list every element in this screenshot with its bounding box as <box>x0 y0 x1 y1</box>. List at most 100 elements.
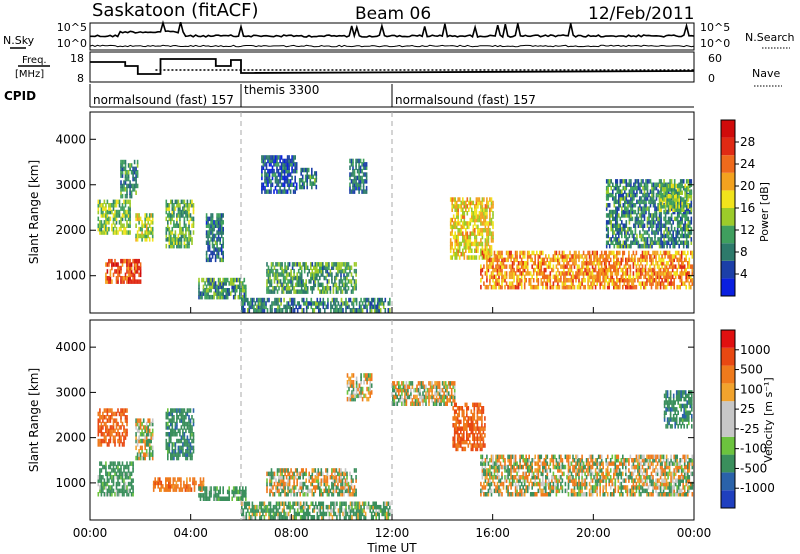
scatter-cell <box>457 214 459 219</box>
scatter-cell <box>292 162 295 167</box>
scatter-cell <box>607 192 609 198</box>
scatter-cell <box>111 488 113 494</box>
scatter-cell <box>672 196 674 201</box>
scatter-cell <box>582 250 585 256</box>
scatter-cell <box>138 226 140 232</box>
scatter-cell <box>127 206 130 211</box>
scatter-cell <box>102 425 104 430</box>
scatter-cell <box>652 261 654 266</box>
scatter-cell <box>622 243 625 249</box>
scatter-cell <box>457 231 459 236</box>
scatter-cell <box>112 220 115 225</box>
scatter-cell <box>679 271 681 276</box>
scatter-cell <box>359 175 362 181</box>
scatter-cell <box>123 258 125 264</box>
scatter-cell <box>193 487 196 492</box>
scatter-cell <box>690 192 693 198</box>
scatter-cell <box>124 432 127 437</box>
scatter-cell <box>663 223 665 228</box>
scatter-cell <box>597 261 600 266</box>
scatter-cell <box>305 262 307 267</box>
scatter-cell <box>352 289 354 294</box>
scatter-cell <box>100 223 103 228</box>
scatter-cell <box>313 275 315 281</box>
scatter-cell <box>576 274 579 280</box>
scatter-cell <box>678 213 680 218</box>
scatter-cell <box>177 199 180 205</box>
scatter-cell <box>670 193 673 199</box>
scatter-cell <box>185 411 187 417</box>
scatter-cell <box>364 172 366 177</box>
scatter-cell <box>135 425 137 430</box>
scatter-cell <box>480 231 482 236</box>
scatter-cell <box>481 211 484 216</box>
scatter-cell <box>671 267 674 273</box>
scatter-cell <box>661 223 664 228</box>
scatter-cell <box>454 204 456 209</box>
scatter-cell <box>331 272 333 277</box>
scatter-cell <box>222 220 224 225</box>
scatter-cell <box>358 308 361 313</box>
scatter-cell <box>108 428 110 434</box>
scatter-cell <box>582 284 585 290</box>
scatter-cell <box>210 216 212 222</box>
scatter-cell <box>636 233 638 239</box>
scatter-cell <box>160 484 163 489</box>
scatter-cell <box>616 182 619 187</box>
scatter-cell <box>112 481 115 487</box>
scatter-cell <box>267 265 270 270</box>
scatter-cell <box>337 265 339 270</box>
scatter-cell <box>520 261 523 266</box>
scatter-cell <box>567 271 570 276</box>
scatter-cell <box>301 308 303 313</box>
scatter-cell <box>176 240 178 245</box>
scatter-cell <box>481 274 484 280</box>
scatter-cell <box>677 261 680 266</box>
scatter-cell <box>340 289 342 294</box>
scatter-cell <box>510 264 512 269</box>
scatter-cell <box>638 264 641 269</box>
scatter-cell <box>228 496 230 501</box>
scatter-cell <box>130 481 133 487</box>
scatter-cell <box>649 220 652 225</box>
scatter-cell <box>578 278 580 283</box>
scatter-cell <box>151 452 154 457</box>
scatter-cell <box>378 301 380 306</box>
scatter-cell <box>121 411 124 417</box>
scatter-cell <box>466 234 469 240</box>
scatter-cell <box>189 432 192 437</box>
scatter-cell <box>387 308 390 313</box>
scatter-cell <box>312 174 315 180</box>
scatter-cell <box>564 271 567 276</box>
scatter-cell <box>682 179 685 184</box>
scatter-cell <box>477 224 479 230</box>
scatter-cell <box>314 279 317 284</box>
scatter-cell <box>175 487 178 492</box>
scatter-cell <box>520 271 523 276</box>
scatter-cell <box>627 206 629 211</box>
scatter-cell <box>178 477 181 482</box>
scatter-cell <box>358 304 361 310</box>
scatter-cell <box>176 455 178 461</box>
scatter-cell <box>637 206 640 211</box>
scatter-cell <box>117 475 119 480</box>
scatter-cell <box>225 288 227 293</box>
scatter-cell <box>176 216 178 222</box>
scatter-cell <box>661 281 663 286</box>
scatter-cell <box>652 250 654 256</box>
scatter-cell <box>340 301 343 306</box>
scatter-cell <box>202 284 205 290</box>
scatter-cell <box>228 291 230 296</box>
scatter-cell <box>657 223 659 228</box>
scatter-cell <box>633 182 635 187</box>
scatter-cell <box>183 206 186 211</box>
scatter-cell <box>314 181 316 186</box>
scatter-cell <box>363 304 365 310</box>
scatter-cell <box>664 284 666 290</box>
nave-tick-bottom: 0 <box>708 72 715 85</box>
scatter-cell <box>100 461 103 466</box>
scatter-cell <box>669 193 671 199</box>
scatter-cell <box>625 261 627 266</box>
scatter-cell <box>334 279 336 284</box>
